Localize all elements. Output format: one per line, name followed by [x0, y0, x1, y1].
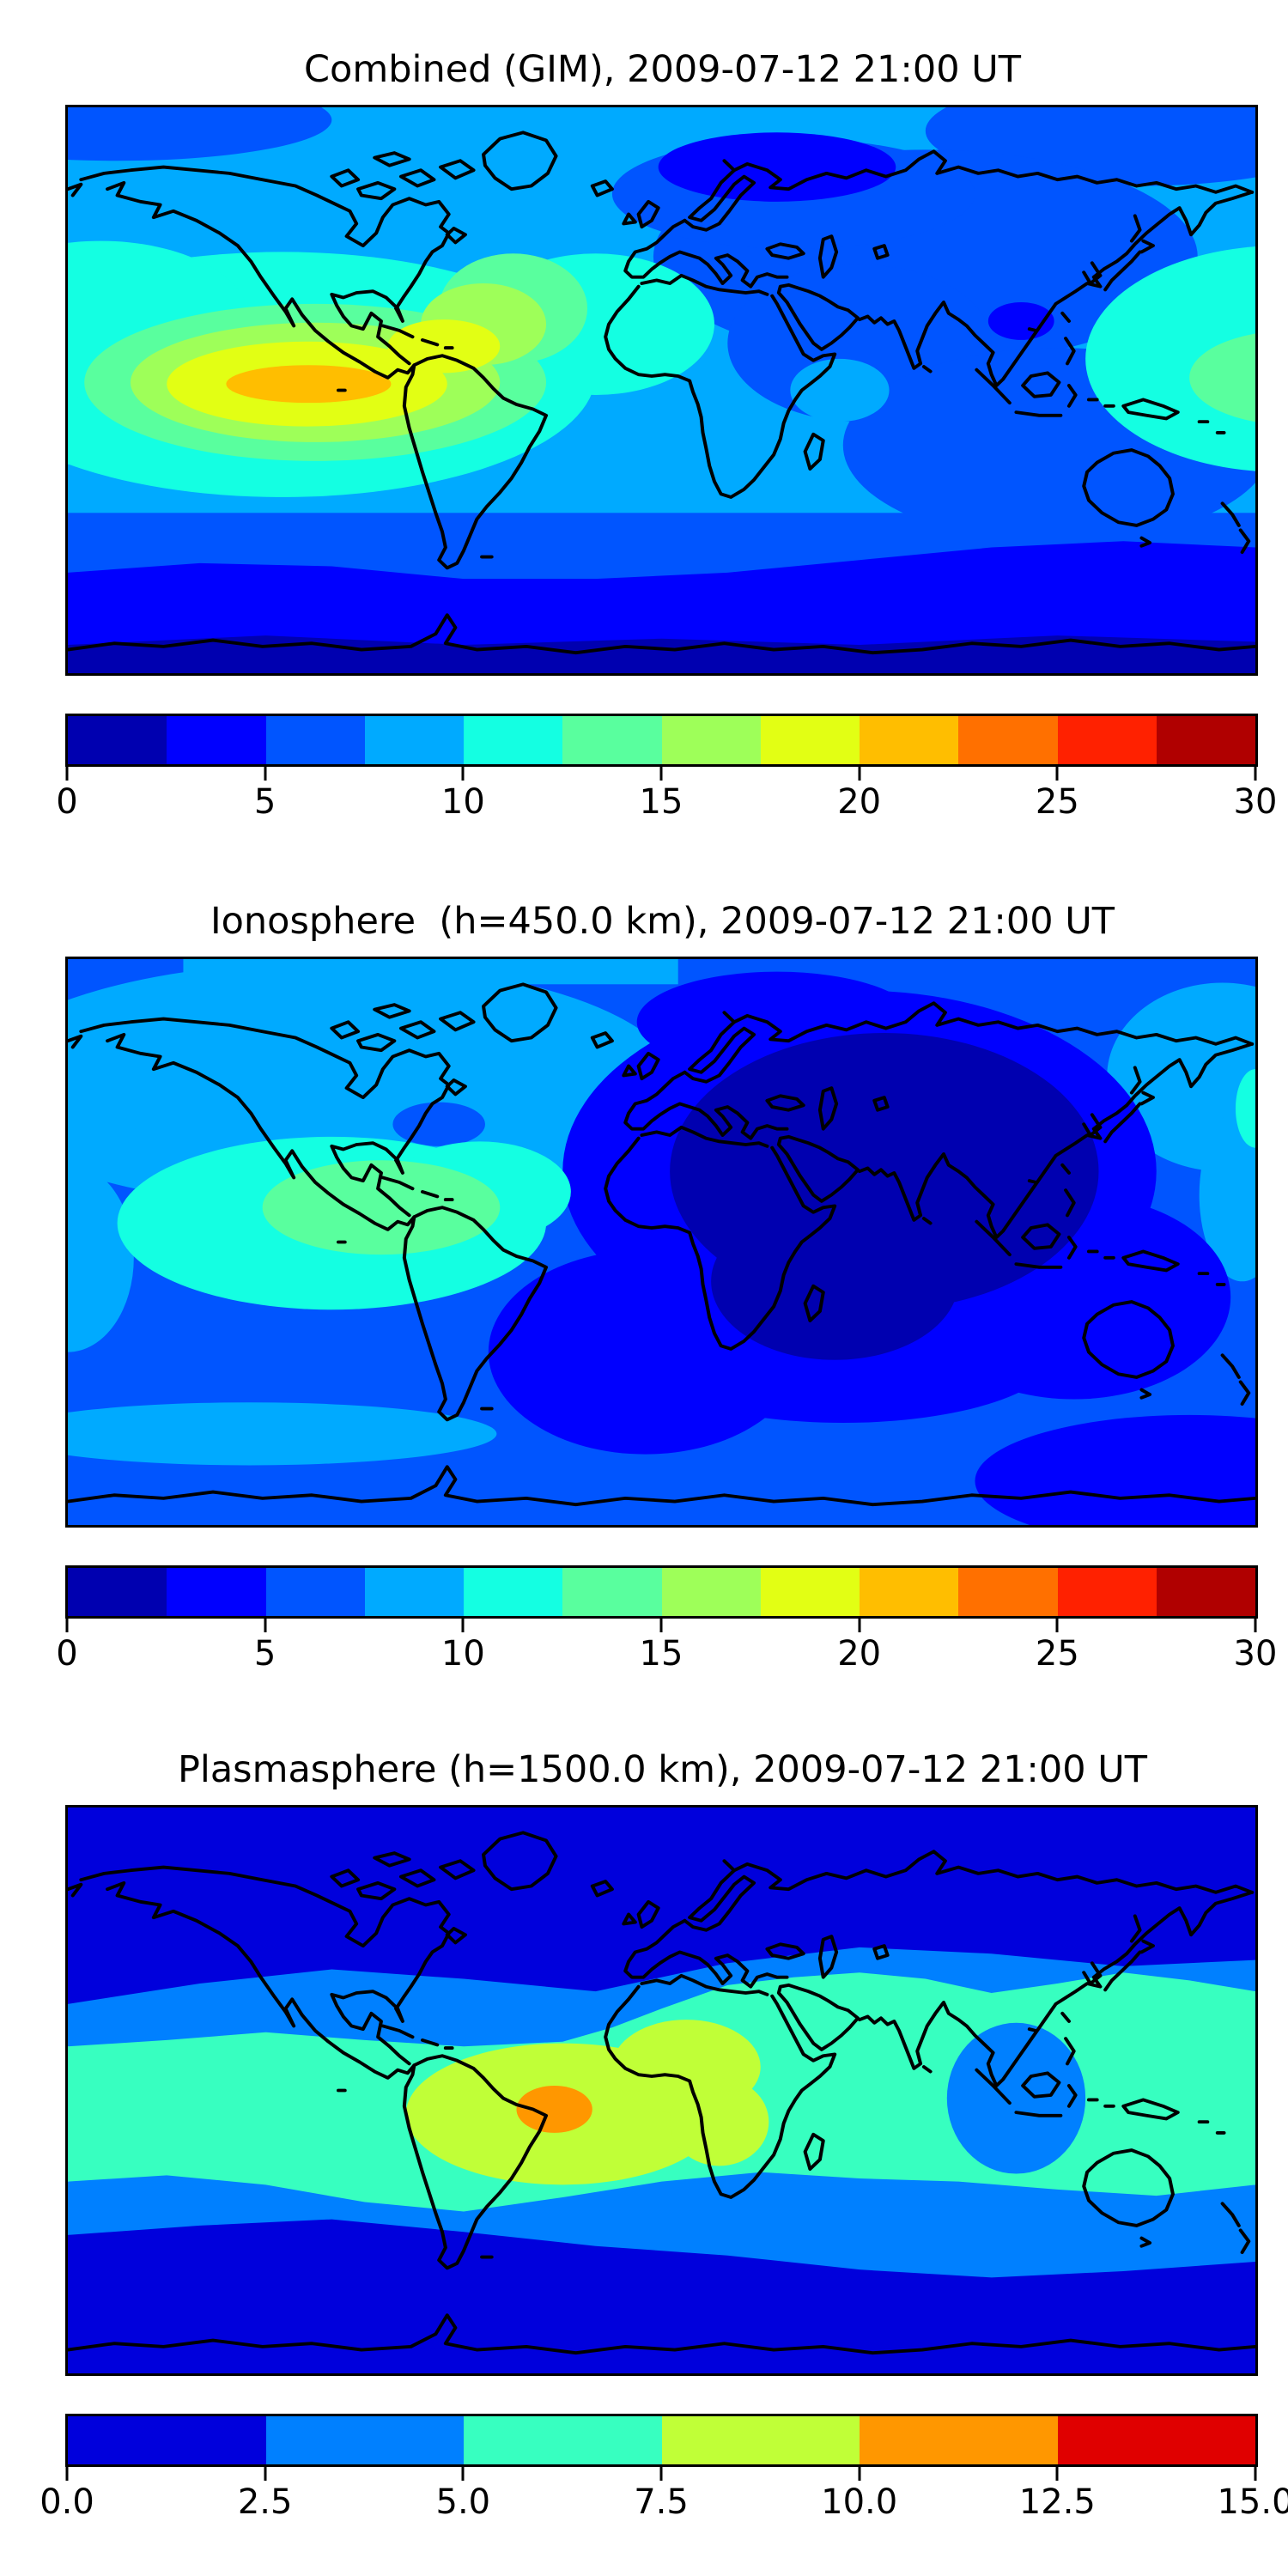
contour-fills-plasmasphere [68, 1807, 1255, 2373]
colorbar-ionosphere [65, 1565, 1258, 1619]
tick-label: 15 [639, 782, 683, 822]
contour-map-ionosphere [68, 959, 1255, 1525]
tick-label: 25 [1035, 782, 1079, 822]
tick-label: 0 [56, 782, 78, 822]
tick-mark [1055, 2467, 1059, 2481]
tick-label: 25 [1035, 1634, 1079, 1674]
tick-label: 30 [1233, 782, 1278, 822]
colorbar-segment [562, 716, 662, 764]
tick-label: 5.0 [435, 2482, 491, 2522]
tick-mark [659, 767, 663, 781]
colorbar-segment [1057, 716, 1157, 764]
tick-mark [65, 2467, 69, 2481]
panel-title-combined: Combined (GIM), 2009-07-12 21:00 UT [303, 48, 1021, 91]
colorbar-segment [860, 2416, 1058, 2464]
tick-label: 30 [1233, 1634, 1278, 1674]
colorbar-segment [464, 716, 563, 764]
colorbar-segment [860, 1568, 959, 1616]
tick-label: 5 [253, 1634, 276, 1674]
colorbar-segment [1057, 1568, 1157, 1616]
tick-label: 2.5 [237, 2482, 293, 2522]
tick-mark [65, 1619, 69, 1632]
tick-mark [1254, 1619, 1257, 1632]
colorbar-segment [167, 1568, 266, 1616]
panel-title-ionosphere: Ionosphere (h=450.0 km), 2009-07-12 21:0… [210, 900, 1115, 943]
colorbar-segment [364, 1568, 464, 1616]
colorbar-segment [167, 716, 266, 764]
tick-mark [264, 1619, 267, 1632]
colorbar-segment [760, 716, 860, 764]
colorbar-ticks-ionosphere: 0 5 10 15 20 25 30 [56, 1619, 1277, 1683]
colorbar-ticks-combined: 0 5 10 15 20 25 30 [56, 767, 1277, 831]
colorbar-segment [464, 2416, 662, 2464]
tick-mark [1254, 2467, 1257, 2481]
tick-mark [1055, 1619, 1059, 1632]
tick-mark [461, 767, 465, 781]
contour-map-plasmasphere [68, 1807, 1255, 2373]
colorbar-segment [760, 1568, 860, 1616]
colorbar-segment [661, 716, 761, 764]
tick-mark [1254, 767, 1257, 781]
map-ionosphere [65, 957, 1258, 1528]
tick-mark [264, 2467, 267, 2481]
tick-label: 10.0 [821, 2482, 898, 2522]
contour-map-combined [68, 107, 1255, 673]
colorbar-segment [661, 2416, 860, 2464]
map-combined [65, 105, 1258, 676]
tick-mark [461, 2467, 465, 2481]
colorbar-segment [1156, 1568, 1255, 1616]
tick-mark [858, 767, 861, 781]
colorbar-segment [860, 716, 959, 764]
colorbar-segment [265, 2416, 464, 2464]
colorbar-segment [1057, 2416, 1255, 2464]
colorbar-segment [958, 716, 1058, 764]
colorbar-segment [265, 716, 365, 764]
tick-label: 15 [639, 1634, 683, 1674]
colorbar-plasmasphere [65, 2414, 1258, 2467]
contour-fills-ionosphere [68, 959, 1255, 1525]
tick-label: 12.5 [1018, 2482, 1096, 2522]
colorbar-combined [65, 714, 1258, 767]
tick-mark [659, 2467, 663, 2481]
tick-mark [264, 767, 267, 781]
panel-combined: Combined (GIM), 2009-07-12 21:00 UT [0, 48, 1288, 833]
tick-mark [858, 2467, 861, 2481]
tick-mark [659, 1619, 663, 1632]
tick-label: 15.0 [1217, 2482, 1288, 2522]
colorbar-ticks-plasmasphere: 0.0 2.5 5.0 7.5 10.0 12.5 15.0 [39, 2467, 1288, 2531]
tick-label: 0.0 [39, 2482, 94, 2522]
colorbar-segment [958, 1568, 1058, 1616]
colorbar-segment [68, 1568, 167, 1616]
colorbar-segment [265, 1568, 365, 1616]
colorbar-segment [1156, 716, 1255, 764]
map-plasmasphere [65, 1805, 1258, 2376]
panel-title-plasmasphere: Plasmasphere (h=1500.0 km), 2009-07-12 2… [177, 1748, 1148, 1791]
tick-label: 20 [837, 1634, 882, 1674]
panel-plasmasphere: Plasmasphere (h=1500.0 km), 2009-07-12 2… [0, 1748, 1288, 2533]
tick-mark [65, 767, 69, 781]
contour-fills-combined [68, 107, 1255, 673]
colorbar-segment [68, 716, 167, 764]
tick-label: 20 [837, 782, 882, 822]
tick-mark [858, 1619, 861, 1632]
colorbar-segment [661, 1568, 761, 1616]
tick-label: 5 [253, 782, 276, 822]
colorbar-segment [464, 1568, 563, 1616]
colorbar-segment [68, 2416, 266, 2464]
colorbar-segment [364, 716, 464, 764]
tick-mark [461, 1619, 465, 1632]
colorbar-segment [562, 1568, 662, 1616]
tick-label: 0 [56, 1634, 78, 1674]
panel-ionosphere: Ionosphere (h=450.0 km), 2009-07-12 21:0… [0, 900, 1288, 1685]
tick-mark [1055, 767, 1059, 781]
tick-label: 7.5 [634, 2482, 689, 2522]
tick-label: 10 [440, 1634, 485, 1674]
tick-label: 10 [440, 782, 485, 822]
